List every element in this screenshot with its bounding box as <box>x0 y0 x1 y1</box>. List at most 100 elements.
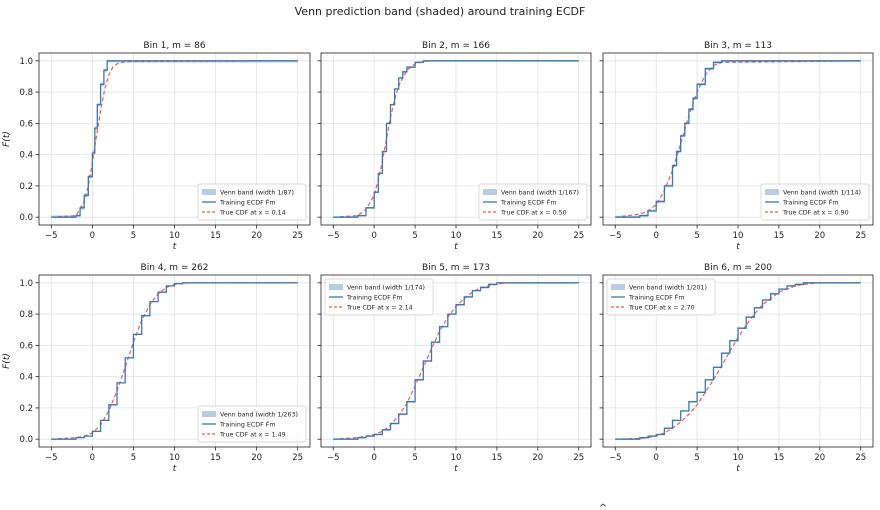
legend-band-swatch <box>483 189 497 195</box>
x-axis-label: t <box>736 464 740 474</box>
chart-panel-3: −5 0 5 10 15 20 25 Bin 3, m = 113 t Venn band (wi… <box>599 41 874 252</box>
training-ecdf-line <box>333 60 579 218</box>
training-ecdf-line <box>615 60 861 218</box>
y-axis-label: F(t) <box>2 353 12 369</box>
training-ecdf-line <box>51 60 298 218</box>
chart-title: Bin 2, m = 166 <box>422 41 490 51</box>
x-tick-label: 25 <box>292 453 303 463</box>
chart-title: Bin 3, m = 113 <box>704 41 772 51</box>
x-tick-label: −5 <box>45 453 58 463</box>
legend-band-swatch <box>611 284 625 290</box>
x-tick-label: 5 <box>694 453 699 463</box>
x-tick-label: 0 <box>371 453 376 463</box>
chart-panel-4: −5 0 5 10 15 20 25 0.0 0.2 0.4 0.6 0.8 1.0 Bin 4, m =… <box>2 263 311 474</box>
y-tick-label: 0.4 <box>19 151 33 161</box>
x-tick-label: 15 <box>773 453 784 463</box>
x-tick-label: 20 <box>532 453 543 463</box>
chart-panel-2: −5 0 5 10 15 20 25 Bin 2, m = 166 t Venn band (wi… <box>317 41 592 252</box>
legend-box <box>606 278 716 316</box>
legend-entry-label: True CDF at x = 0.90 <box>782 210 849 217</box>
y-tick-label: 0.8 <box>19 310 33 320</box>
legend-box <box>478 183 588 221</box>
legend-band-swatch <box>329 284 343 290</box>
y-tick-label: 1.0 <box>19 57 33 67</box>
legend-box <box>197 405 307 443</box>
legend-entry-label: Training ECDF F̂m <box>219 198 275 206</box>
x-tick-label: 20 <box>532 231 543 241</box>
legend: Venn band (width 1/263)Training ECDF F̂m… <box>197 405 307 443</box>
x-tick-label: 15 <box>210 453 221 463</box>
legend-entry-label: Venn band (width 1/263) <box>220 412 298 419</box>
x-axis-label: t <box>454 464 458 474</box>
legend: Venn band (width 1/167)Training ECDF F̂m… <box>478 183 588 221</box>
chart-title: Bin 1, m = 86 <box>143 41 205 51</box>
x-tick-label: 20 <box>814 453 825 463</box>
x-tick-label: 25 <box>573 231 584 241</box>
x-tick-label: 15 <box>773 231 784 241</box>
x-tick-label: 0 <box>90 453 95 463</box>
x-tick-label: 10 <box>733 453 744 463</box>
legend-box <box>197 183 307 221</box>
x-tick-label: 15 <box>491 453 502 463</box>
legend-entry-label: Training ECDF F̂m <box>219 420 275 428</box>
y-tick-label: 0.2 <box>19 404 33 414</box>
x-axis-label: t <box>454 242 458 252</box>
x-tick-label: 20 <box>251 453 262 463</box>
legend-entry-label: True CDF at x = 0.14 <box>219 210 286 217</box>
legend-band-swatch <box>202 189 216 195</box>
legend-entry-label: Venn band (width 1/114) <box>783 190 861 197</box>
footer-glyph: ^ <box>599 503 607 510</box>
x-tick-label: 15 <box>491 231 502 241</box>
x-tick-label: 5 <box>412 231 417 241</box>
figure-suptitle: Venn prediction band (shaded) around tra… <box>295 5 586 18</box>
y-tick-label: 1.0 <box>19 279 33 289</box>
x-tick-label: 10 <box>451 231 462 241</box>
chart-panel-6: −5 0 5 10 15 20 25 Bin 6, m = 200 t Venn band (wi… <box>599 263 874 474</box>
x-tick-label: 25 <box>855 231 866 241</box>
legend-entry-label: True CDF at x = 2.70 <box>628 305 695 312</box>
training-ecdf-line <box>615 282 861 440</box>
panels: −5 0 5 10 15 20 25 0.0 0.2 0.4 0.6 0.8 1.0 Bin 1, m =… <box>2 41 874 474</box>
legend-box <box>760 183 870 221</box>
x-tick-label: 10 <box>451 453 462 463</box>
y-tick-label: 0.4 <box>19 373 33 383</box>
legend: Venn band (width 1/201)Training ECDF F̂m… <box>606 278 716 316</box>
y-axis-label: F(t) <box>2 131 12 147</box>
x-tick-label: 25 <box>855 453 866 463</box>
x-tick-label: −5 <box>45 231 58 241</box>
legend-entry-label: Venn band (width 1/87) <box>220 190 294 197</box>
x-tick-label: 5 <box>131 453 136 463</box>
x-axis-label: t <box>736 242 740 252</box>
x-tick-label: 25 <box>573 453 584 463</box>
legend-entry-label: Training ECDF F̂m <box>782 198 838 206</box>
legend-entry-label: Training ECDF F̂m <box>346 293 402 301</box>
x-tick-label: 0 <box>653 231 658 241</box>
y-tick-label: 0.8 <box>19 88 33 98</box>
x-tick-label: 20 <box>814 231 825 241</box>
x-tick-label: 20 <box>251 231 262 241</box>
y-tick-label: 0.6 <box>19 119 33 129</box>
y-tick-label: 0.0 <box>19 213 33 223</box>
y-tick-label: 0.2 <box>19 182 33 192</box>
legend-entry-label: Training ECDF F̂m <box>500 198 556 206</box>
training-ecdf-line <box>333 282 579 440</box>
legend-entry-label: True CDF at x = 2.14 <box>346 305 413 312</box>
x-tick-label: 10 <box>169 453 180 463</box>
legend-entry-label: Venn band (width 1/201) <box>629 285 707 292</box>
x-tick-label: 10 <box>169 231 180 241</box>
x-tick-label: 0 <box>653 453 658 463</box>
y-tick-label: 0.0 <box>19 435 33 445</box>
chart-title: Bin 4, m = 262 <box>141 263 209 273</box>
legend: Venn band (width 1/174)Training ECDF F̂m… <box>324 278 434 316</box>
x-axis-label: t <box>173 242 177 252</box>
legend-band-swatch <box>765 189 779 195</box>
legend: Venn band (width 1/87)Training ECDF F̂m T… <box>197 183 307 221</box>
training-ecdf-line <box>51 282 298 440</box>
x-tick-label: 5 <box>694 231 699 241</box>
legend-entry-label: Venn band (width 1/174) <box>347 285 425 292</box>
x-tick-label: 0 <box>371 231 376 241</box>
y-tick-label: 0.6 <box>19 341 33 351</box>
chart-title: Bin 6, m = 200 <box>704 263 772 273</box>
legend: Venn band (width 1/114)Training ECDF F̂m… <box>760 183 870 221</box>
x-axis-label: t <box>173 464 177 474</box>
